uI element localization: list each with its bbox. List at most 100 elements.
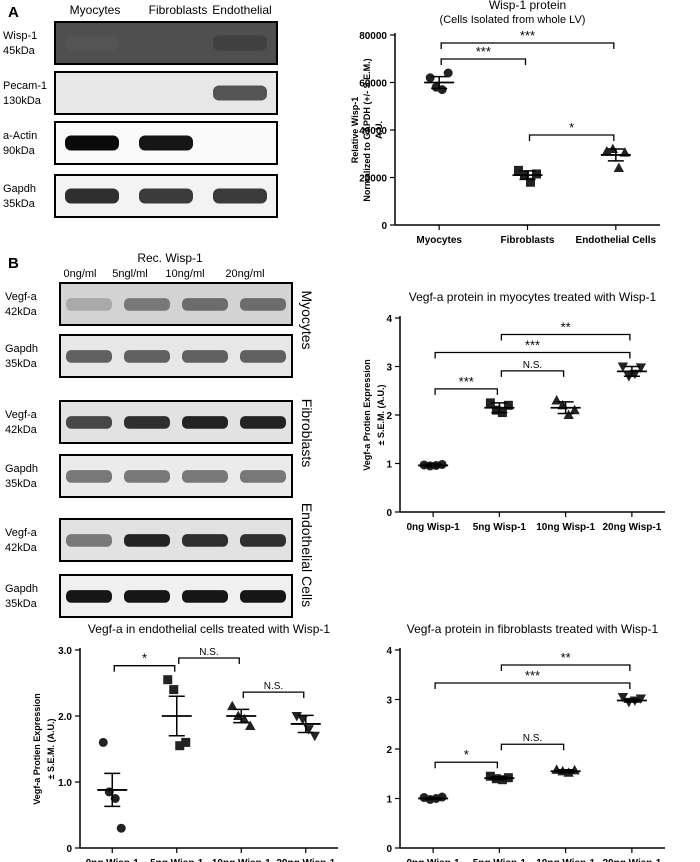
significance-label: N.S.	[523, 360, 542, 371]
data-point	[163, 675, 173, 685]
significance-bracket	[434, 388, 499, 395]
blot-a-size-label: 130kDa	[3, 95, 42, 107]
data-point	[569, 404, 580, 415]
significance-label: *	[569, 120, 574, 135]
y-tick-label: 0	[66, 844, 72, 855]
y-tick-label: 4	[386, 646, 392, 657]
chart-subtitle: (Cells Isolated from whole LV)	[440, 14, 586, 26]
blot-b-protein-label: Gapdh	[5, 463, 38, 475]
blot-a-protein-label: Pecam-1	[3, 80, 47, 92]
blot-b-band	[240, 350, 286, 363]
blot-b-band	[182, 590, 228, 603]
significance-bracket	[434, 761, 499, 769]
chart-wisp1-protein: Wisp-1 protein (Cells Isolated from whole…	[350, 0, 660, 246]
significance-label: ***	[476, 44, 491, 59]
data-point	[227, 700, 238, 711]
significance-label: N.S.	[523, 733, 542, 744]
y-axis-label: ± S.E.M. (A.U.)	[376, 385, 386, 446]
y-tick-label: 80000	[359, 31, 387, 42]
blot-b-column-label: 10ng/ml	[165, 268, 204, 280]
data-point	[526, 177, 535, 187]
significance-bracket	[500, 333, 631, 341]
blot-a-protein-label: Gapdh	[3, 183, 36, 195]
blot-b-band	[240, 416, 286, 429]
blot-b-size-label: 42kDa	[5, 424, 38, 436]
x-tick-label: 20ng Wisp-1	[602, 858, 661, 862]
y-axis-label: Vegf-a Protien Expression	[32, 693, 42, 805]
blot-b-band	[182, 416, 228, 429]
blot-b-band	[66, 416, 112, 429]
y-tick-label: 3	[386, 696, 392, 707]
blot-b-band	[66, 590, 112, 603]
significance-bracket	[434, 682, 631, 690]
data-point	[503, 400, 513, 410]
significance-bracket	[434, 351, 631, 359]
data-point	[491, 405, 501, 415]
blot-a-band	[213, 85, 267, 101]
data-point	[443, 68, 453, 78]
y-axis-label: ± S.E.M. (A.U.)	[46, 719, 56, 780]
blot-a-band	[65, 188, 119, 204]
blot-a-band	[139, 135, 193, 151]
blot-b-band	[66, 298, 112, 311]
significance-bracket	[178, 657, 240, 664]
blot-b-size-label: 35kDa	[5, 358, 38, 370]
y-tick-label: 40000	[359, 126, 387, 137]
y-tick-label: 1.0	[58, 778, 72, 789]
chart-title: Vegf-a protein in fibroblasts treated wi…	[407, 622, 659, 636]
significance-bracket	[113, 665, 176, 672]
data-point	[291, 711, 302, 722]
x-tick-label: Fibroblasts	[501, 235, 555, 246]
x-tick-label: 20ng Wisp-1	[602, 522, 661, 533]
y-tick-label: 0	[386, 508, 392, 519]
data-point	[563, 409, 574, 420]
data-point	[514, 165, 523, 175]
x-tick-label: 5ng Wisp-1	[150, 858, 204, 862]
significance-bracket	[500, 370, 565, 377]
y-axis-label: Normalized to GAPDH (+/- S.E.M.)	[362, 58, 372, 201]
blot-b-band	[240, 590, 286, 603]
blot-b-band	[124, 298, 170, 311]
chart-title: Wisp-1 protein	[489, 0, 566, 12]
chart-vegfa-fibroblasts: Vegf-a protein in fibroblasts treated wi…	[386, 622, 665, 862]
blot-b-cell-type-label: Fibroblasts	[299, 399, 315, 467]
y-tick-label: 20000	[359, 174, 387, 185]
blot-b-band	[240, 534, 286, 547]
x-tick-label: 5ng Wisp-1	[473, 858, 527, 862]
data-point	[98, 737, 108, 747]
blot-b-band	[66, 470, 112, 483]
significance-label: ***	[459, 374, 474, 389]
y-tick-label: 60000	[359, 79, 387, 90]
data-point	[245, 720, 256, 730]
chart-vegfa-endothelial: Vegf-a in endothelial cells treated with…	[32, 622, 338, 862]
y-axis-label: A.U.	[374, 121, 384, 139]
blot-b-band	[66, 534, 112, 547]
y-tick-label: 1	[386, 460, 392, 471]
blot-a-band	[139, 35, 193, 51]
x-tick-label: 0ng Wisp-1	[86, 858, 140, 862]
blot-a-band	[65, 135, 119, 151]
data-point	[181, 737, 191, 747]
blot-a-protein-label: a-Actin	[3, 130, 37, 142]
blot-b-band	[124, 590, 170, 603]
blot-b-column-label: 20ng/ml	[225, 268, 264, 280]
significance-bracket	[500, 743, 565, 751]
blot-b-cell-type-label: Myocytes	[299, 290, 315, 349]
x-tick-label: 10ng Wisp-1	[536, 858, 595, 862]
chart-title: Vegf-a protein in myocytes treated with …	[409, 290, 657, 304]
y-tick-label: 2	[386, 411, 392, 422]
significance-label: *	[464, 747, 469, 762]
chart-title: Vegf-a in endothelial cells treated with…	[88, 622, 330, 636]
y-tick-label: 4	[386, 314, 392, 325]
blot-b-protein-label: Gapdh	[5, 343, 38, 355]
blot-b-header: Rec. Wisp-1	[137, 251, 203, 265]
blot-b-protein-label: Vegf-a	[5, 527, 38, 539]
blot-b-band	[124, 470, 170, 483]
significance-bracket	[440, 58, 527, 65]
y-axis-label: Relative Wisp-1	[350, 97, 360, 163]
data-point	[635, 694, 647, 704]
y-tick-label: 3.0	[58, 646, 72, 657]
y-tick-label: 2.0	[58, 712, 72, 723]
blot-b-band	[124, 350, 170, 363]
western-blot-b: Rec. Wisp-1 0ng/ml 5ngl/ml 10ng/ml 20ng/ml Ve…	[5, 251, 315, 618]
